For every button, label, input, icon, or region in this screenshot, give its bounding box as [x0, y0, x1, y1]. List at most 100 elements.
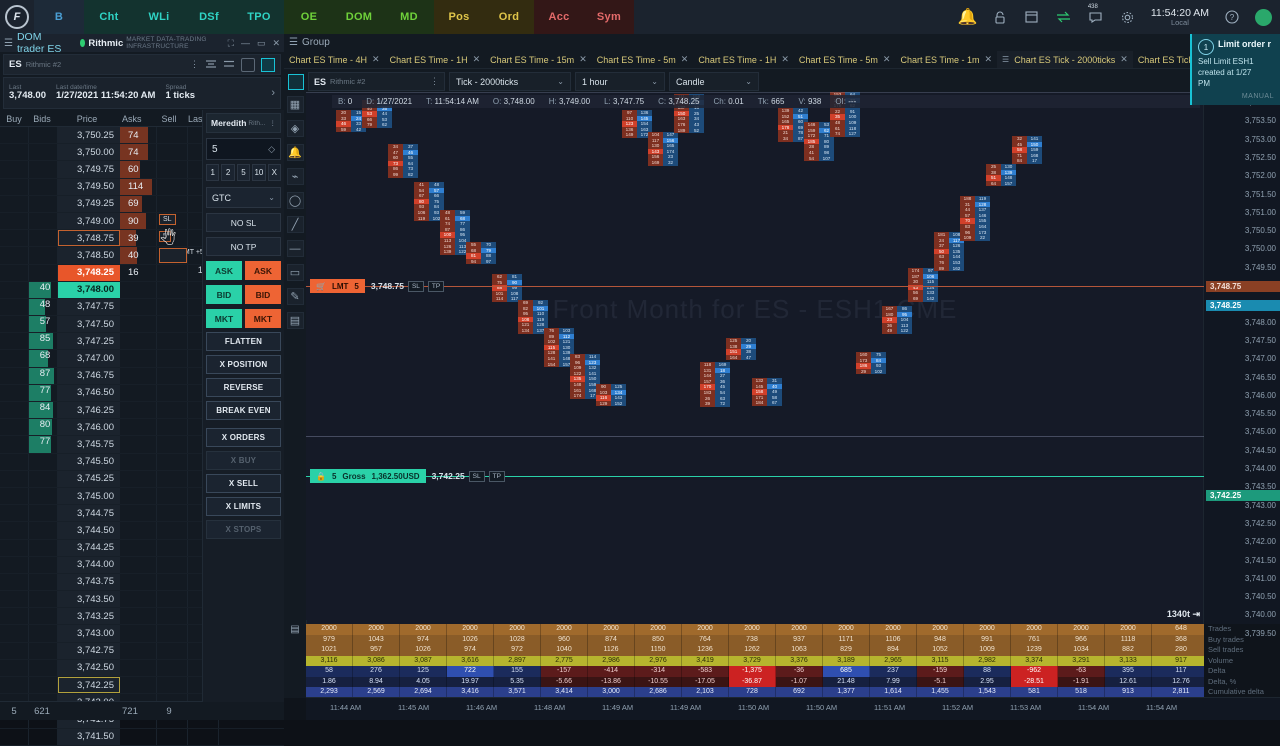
ladder-bid-cell[interactable]: 87	[29, 367, 58, 384]
sell-ask-button[interactable]: ASK	[245, 261, 281, 280]
ladder-price-cell[interactable]: 3,745.25	[58, 470, 120, 487]
ladder-price-cell[interactable]: 3,743.50	[58, 591, 120, 608]
ladder-ask-cell[interactable]	[120, 677, 157, 694]
close-icon[interactable]: ✕	[781, 54, 789, 64]
action-x-position[interactable]: X POSITION	[206, 355, 281, 374]
ladder-buy-cell[interactable]	[0, 195, 29, 212]
ladder-buy-cell[interactable]	[0, 487, 29, 505]
maximize-icon[interactable]: ▭	[256, 37, 266, 48]
ladder-ask-cell[interactable]	[120, 384, 157, 401]
ladder-price-cell[interactable]: 3,749.25	[58, 195, 120, 212]
ladder-ask-cell[interactable]: 74	[120, 144, 157, 161]
ladder-ask-cell[interactable]	[120, 642, 157, 659]
chart-symbol-more-icon[interactable]: ⋮	[430, 76, 439, 86]
ladder-price-cell[interactable]: 3,747.00	[58, 350, 120, 367]
ladder-ask-cell[interactable]	[120, 298, 157, 316]
ladder-ask-cell[interactable]: 74	[120, 127, 157, 144]
ladder-sell-cell[interactable]	[157, 591, 188, 608]
buy-bid-button[interactable]: BID	[206, 285, 242, 304]
ladder-bid-cell[interactable]	[29, 264, 58, 281]
ladder-price-cell[interactable]: 3,744.00	[58, 556, 120, 573]
lock-icon[interactable]	[991, 8, 1009, 26]
ladder-ask-cell[interactable]	[120, 659, 157, 676]
ladder-bid-cell[interactable]: 80	[29, 419, 58, 436]
tab-menu-icon[interactable]: ☰	[1002, 55, 1010, 64]
ladder-ask-cell[interactable]	[120, 281, 157, 298]
chart-type-icon[interactable]: ▦	[286, 96, 304, 113]
layers-icon[interactable]: ◈	[286, 120, 304, 137]
ladder-row[interactable]: 3,749.50 114	[0, 178, 284, 196]
dom-layout-icon[interactable]	[261, 57, 275, 72]
module-button-b[interactable]: B	[34, 0, 84, 34]
ladder-bid-cell[interactable]	[29, 247, 58, 264]
module-button-wli[interactable]: WLi	[134, 0, 184, 34]
ladder-buy-cell[interactable]	[0, 659, 29, 676]
ladder-bid-cell[interactable]	[29, 161, 58, 178]
ladder-row[interactable]: 3,749.00 90 SL	[0, 212, 284, 231]
ladder-buy-cell[interactable]	[0, 453, 29, 470]
ladder-sell-cell[interactable]	[157, 625, 188, 642]
close-icon[interactable]: ✕	[680, 54, 689, 64]
ladder-ask-cell[interactable]	[120, 539, 157, 556]
ladder-row[interactable]: 57 3,747.50	[0, 316, 284, 334]
price-scale[interactable]: 3,754.003,753.503,753.003,752.503,752.00…	[1203, 92, 1280, 638]
ladder-sell-cell[interactable]	[157, 350, 188, 367]
ladder-row[interactable]: 3,742.75	[0, 642, 284, 660]
ladder-buy-cell[interactable]	[0, 436, 29, 453]
ladder-ask-cell[interactable]	[120, 470, 157, 487]
spread-chevron-icon[interactable]: ›	[271, 87, 275, 99]
ladder-bid-cell[interactable]: 85	[29, 333, 58, 350]
help-icon[interactable]: ?	[1223, 8, 1241, 26]
ladder-ask-cell[interactable]: 114	[120, 178, 157, 195]
ladder-row[interactable]: 40 3,748.00	[0, 281, 284, 299]
ladder-buy-cell[interactable]	[0, 677, 29, 694]
chart-symbol-selector[interactable]: ES Rithmic #2 ⋮	[308, 72, 445, 91]
ladder-ask-cell[interactable]: 60	[120, 161, 157, 178]
ladder-sell-cell[interactable]	[157, 419, 188, 436]
chart-tab-4[interactable]: Chart ES Time - 1H ✕	[693, 51, 794, 68]
close-icon[interactable]: ✕	[1120, 54, 1128, 64]
ladder-buy-cell[interactable]	[0, 608, 29, 625]
alert-icon[interactable]: 🔔	[286, 144, 304, 161]
ladder-sell-cell[interactable]	[157, 367, 188, 384]
magnet-icon[interactable]: ⌁	[286, 168, 304, 185]
dom-symbol-bar[interactable]: ES Rithmic #2 ⋮	[3, 54, 281, 75]
ladder-ask-cell[interactable]	[120, 573, 157, 591]
ladder-price-cell[interactable]: 3,747.75	[58, 298, 120, 316]
ladder-bid-cell[interactable]	[29, 522, 58, 539]
ladder-buy-cell[interactable]	[0, 470, 29, 487]
ladder-buy-cell[interactable]	[0, 402, 29, 419]
ladder-buy-cell[interactable]	[0, 178, 29, 195]
ladder-ask-cell[interactable]: 90	[120, 212, 157, 230]
ladder-price-cell[interactable]: 3,745.00	[58, 487, 120, 505]
ladder-buy-cell[interactable]	[0, 625, 29, 642]
chart-layout-icon[interactable]	[288, 73, 304, 90]
ladder-price-cell[interactable]: 3,742.25	[58, 677, 120, 694]
ladder-bid-cell[interactable]	[29, 625, 58, 642]
ladder-buy-cell[interactable]	[0, 161, 29, 178]
ladder-price-cell[interactable]: 3,743.00	[58, 625, 120, 642]
ladder-sell-cell[interactable]	[157, 556, 188, 573]
ladder-ask-cell[interactable]	[120, 591, 157, 608]
ladder-buy-cell[interactable]	[0, 298, 29, 316]
gear-icon[interactable]	[1119, 8, 1137, 26]
ladder-buy-cell[interactable]	[0, 505, 29, 522]
horizontal-line-icon[interactable]: —	[286, 240, 304, 257]
ladder-row[interactable]: 80 3,746.00	[0, 419, 284, 437]
ladder-sell-cell[interactable]: 5	[157, 230, 188, 247]
ladder-price-cell[interactable]: 3,750.00	[58, 144, 120, 161]
tif-select[interactable]: GTC ⌄	[206, 187, 281, 208]
ladder-buy-cell[interactable]	[0, 573, 29, 591]
ladder-ask-cell[interactable]	[120, 487, 157, 505]
ladder-price-cell[interactable]: 3,742.50	[58, 659, 120, 676]
ladder-row[interactable]: 3,749.75 60	[0, 161, 284, 179]
ladder-buy-cell[interactable]	[0, 333, 29, 350]
ladder-sell-cell[interactable]	[157, 539, 188, 556]
ladder-sell-cell[interactable]	[157, 195, 188, 212]
ladder-bid-cell[interactable]	[29, 608, 58, 625]
ladder-sell-cell[interactable]	[157, 728, 188, 745]
ladder-sell-cell[interactable]	[157, 316, 188, 333]
chart-tab-2[interactable]: Chart ES Time - 15m ✕	[485, 51, 592, 68]
ladder-row[interactable]: 3,749.25 69	[0, 195, 284, 213]
ladder-bid-cell[interactable]: 40	[29, 281, 58, 298]
